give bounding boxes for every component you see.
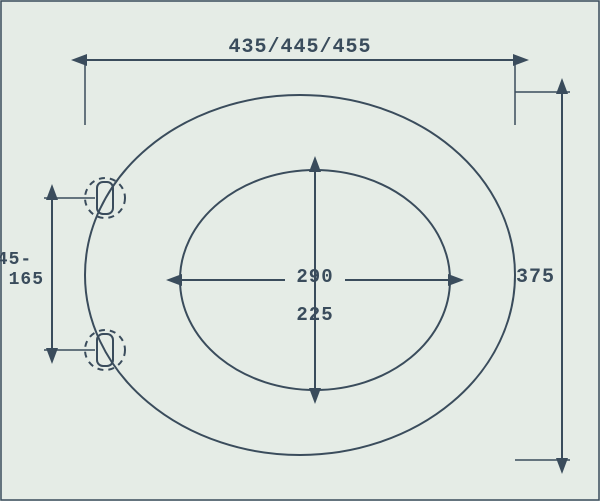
dim-hinge-spacing-label: 145- 165	[0, 250, 44, 290]
hinge-label-l1: 145-	[0, 250, 32, 270]
dim-inner-height-label: 225	[296, 304, 333, 326]
toilet-seat-diagram: 435/445/455 375 145- 165 290 225	[0, 0, 600, 501]
hinge-label-l2: 165	[9, 270, 44, 290]
dim-overall-width-label: 435/445/455	[228, 36, 371, 59]
dim-overall-height-label: 375	[516, 266, 555, 289]
frame-border	[1, 1, 599, 500]
